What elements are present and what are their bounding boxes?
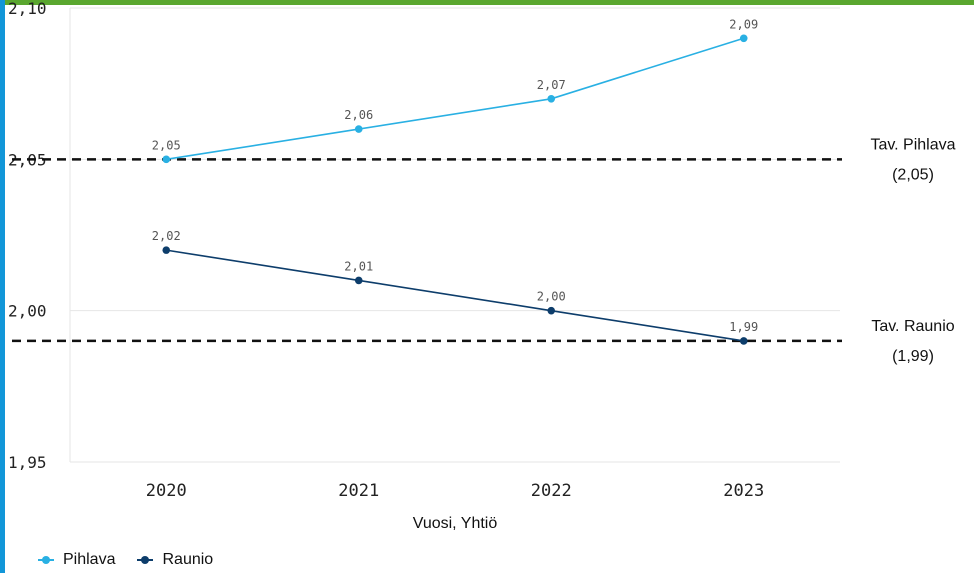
data-point-raunio-1 (354, 276, 363, 285)
legend-dot-pihlava (42, 556, 50, 564)
data-point-raunio-2 (547, 306, 556, 315)
data-label-pihlava-0: 2,05 (152, 138, 181, 152)
legend-label-raunio: Raunio (162, 551, 214, 568)
legend-item-raunio[interactable]: Raunio (137, 551, 213, 569)
legend-item-pihlava[interactable]: Pihlava (38, 551, 115, 569)
y-tick-label-1: 2,00 (8, 302, 47, 321)
reference-label-0-line1: Tav. Pihlava (870, 136, 955, 153)
data-point-pihlava-0 (162, 155, 171, 164)
legend-dot-raunio (141, 556, 150, 564)
x-tick-label-1: 2021 (338, 481, 379, 501)
legend-swatch-pihlava-icon (38, 554, 54, 566)
data-point-pihlava-2 (547, 95, 556, 103)
chart-legend: Pihlava Raunio (38, 551, 235, 569)
data-label-pihlava-3: 2,09 (729, 17, 758, 31)
data-label-raunio-3: 1,99 (729, 320, 758, 334)
x-axis-title: Vuosi, Yhtiö (413, 515, 498, 532)
x-tick-label-0: 2020 (146, 481, 187, 501)
data-point-raunio-0 (162, 246, 171, 254)
reference-label-1-line2: (1,99) (892, 348, 934, 365)
legend-swatch-raunio-icon (137, 554, 154, 566)
data-label-pihlava-1: 2,06 (344, 108, 373, 122)
data-label-raunio-2: 2,00 (537, 290, 566, 304)
data-label-raunio-1: 2,01 (344, 259, 373, 273)
x-tick-label-2: 2022 (531, 481, 572, 501)
data-label-raunio-0: 2,02 (152, 229, 181, 243)
reference-label-0-line2: (2,05) (892, 166, 934, 183)
series-line-raunio (166, 249, 744, 342)
reference-label-1-line1: Tav. Raunio (871, 318, 954, 335)
top-accent-bar (0, 0, 974, 5)
line-chart: 1,95 2,00 2,05 2,10 2020 2021 2022 2023 Vuosi, Y… (8, 0, 956, 532)
y-tick-label-0: 1,95 (8, 453, 47, 472)
data-point-pihlava-3 (739, 34, 748, 43)
y-tick-label-3: 2,10 (8, 0, 47, 18)
data-point-raunio-3 (739, 337, 748, 345)
legend-label-pihlava: Pihlava (63, 551, 116, 568)
data-point-pihlava-1 (354, 125, 363, 133)
series-line-pihlava (166, 37, 744, 161)
data-label-pihlava-2: 2,07 (537, 78, 566, 92)
left-accent-bar (0, 0, 5, 573)
x-tick-label-3: 2023 (723, 481, 764, 501)
